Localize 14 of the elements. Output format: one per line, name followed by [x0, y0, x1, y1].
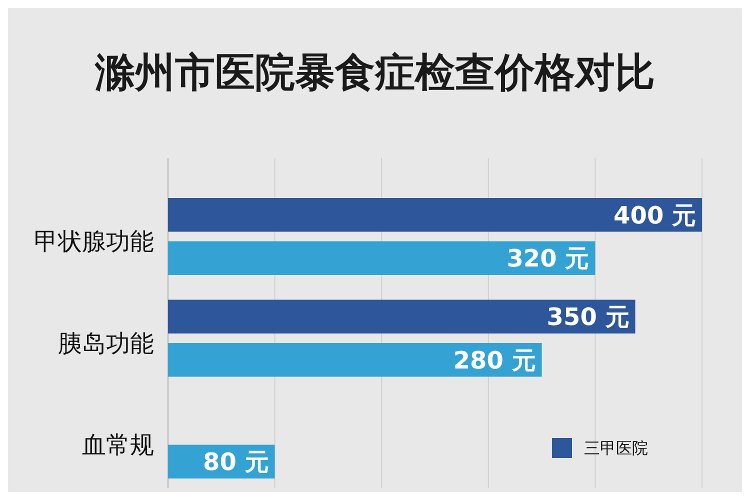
data-label: 400 元	[614, 201, 696, 230]
y-tick-label: 血常规	[82, 431, 154, 460]
bar	[168, 198, 702, 232]
legend-label: 三甲医院	[584, 438, 648, 458]
bar	[168, 241, 596, 275]
chart-title: 滁州市医院暴食症检查价格对比	[94, 50, 655, 96]
data-label: 80 元	[203, 448, 269, 476]
y-tick-label: 甲状腺功能	[34, 228, 154, 256]
data-label: 350 元	[546, 303, 630, 332]
bar	[168, 300, 636, 334]
data-label: 320 元	[506, 244, 590, 273]
bar	[168, 343, 542, 377]
y-tick-label: 胰岛功能	[58, 329, 154, 358]
data-label: 280 元	[453, 346, 536, 374]
